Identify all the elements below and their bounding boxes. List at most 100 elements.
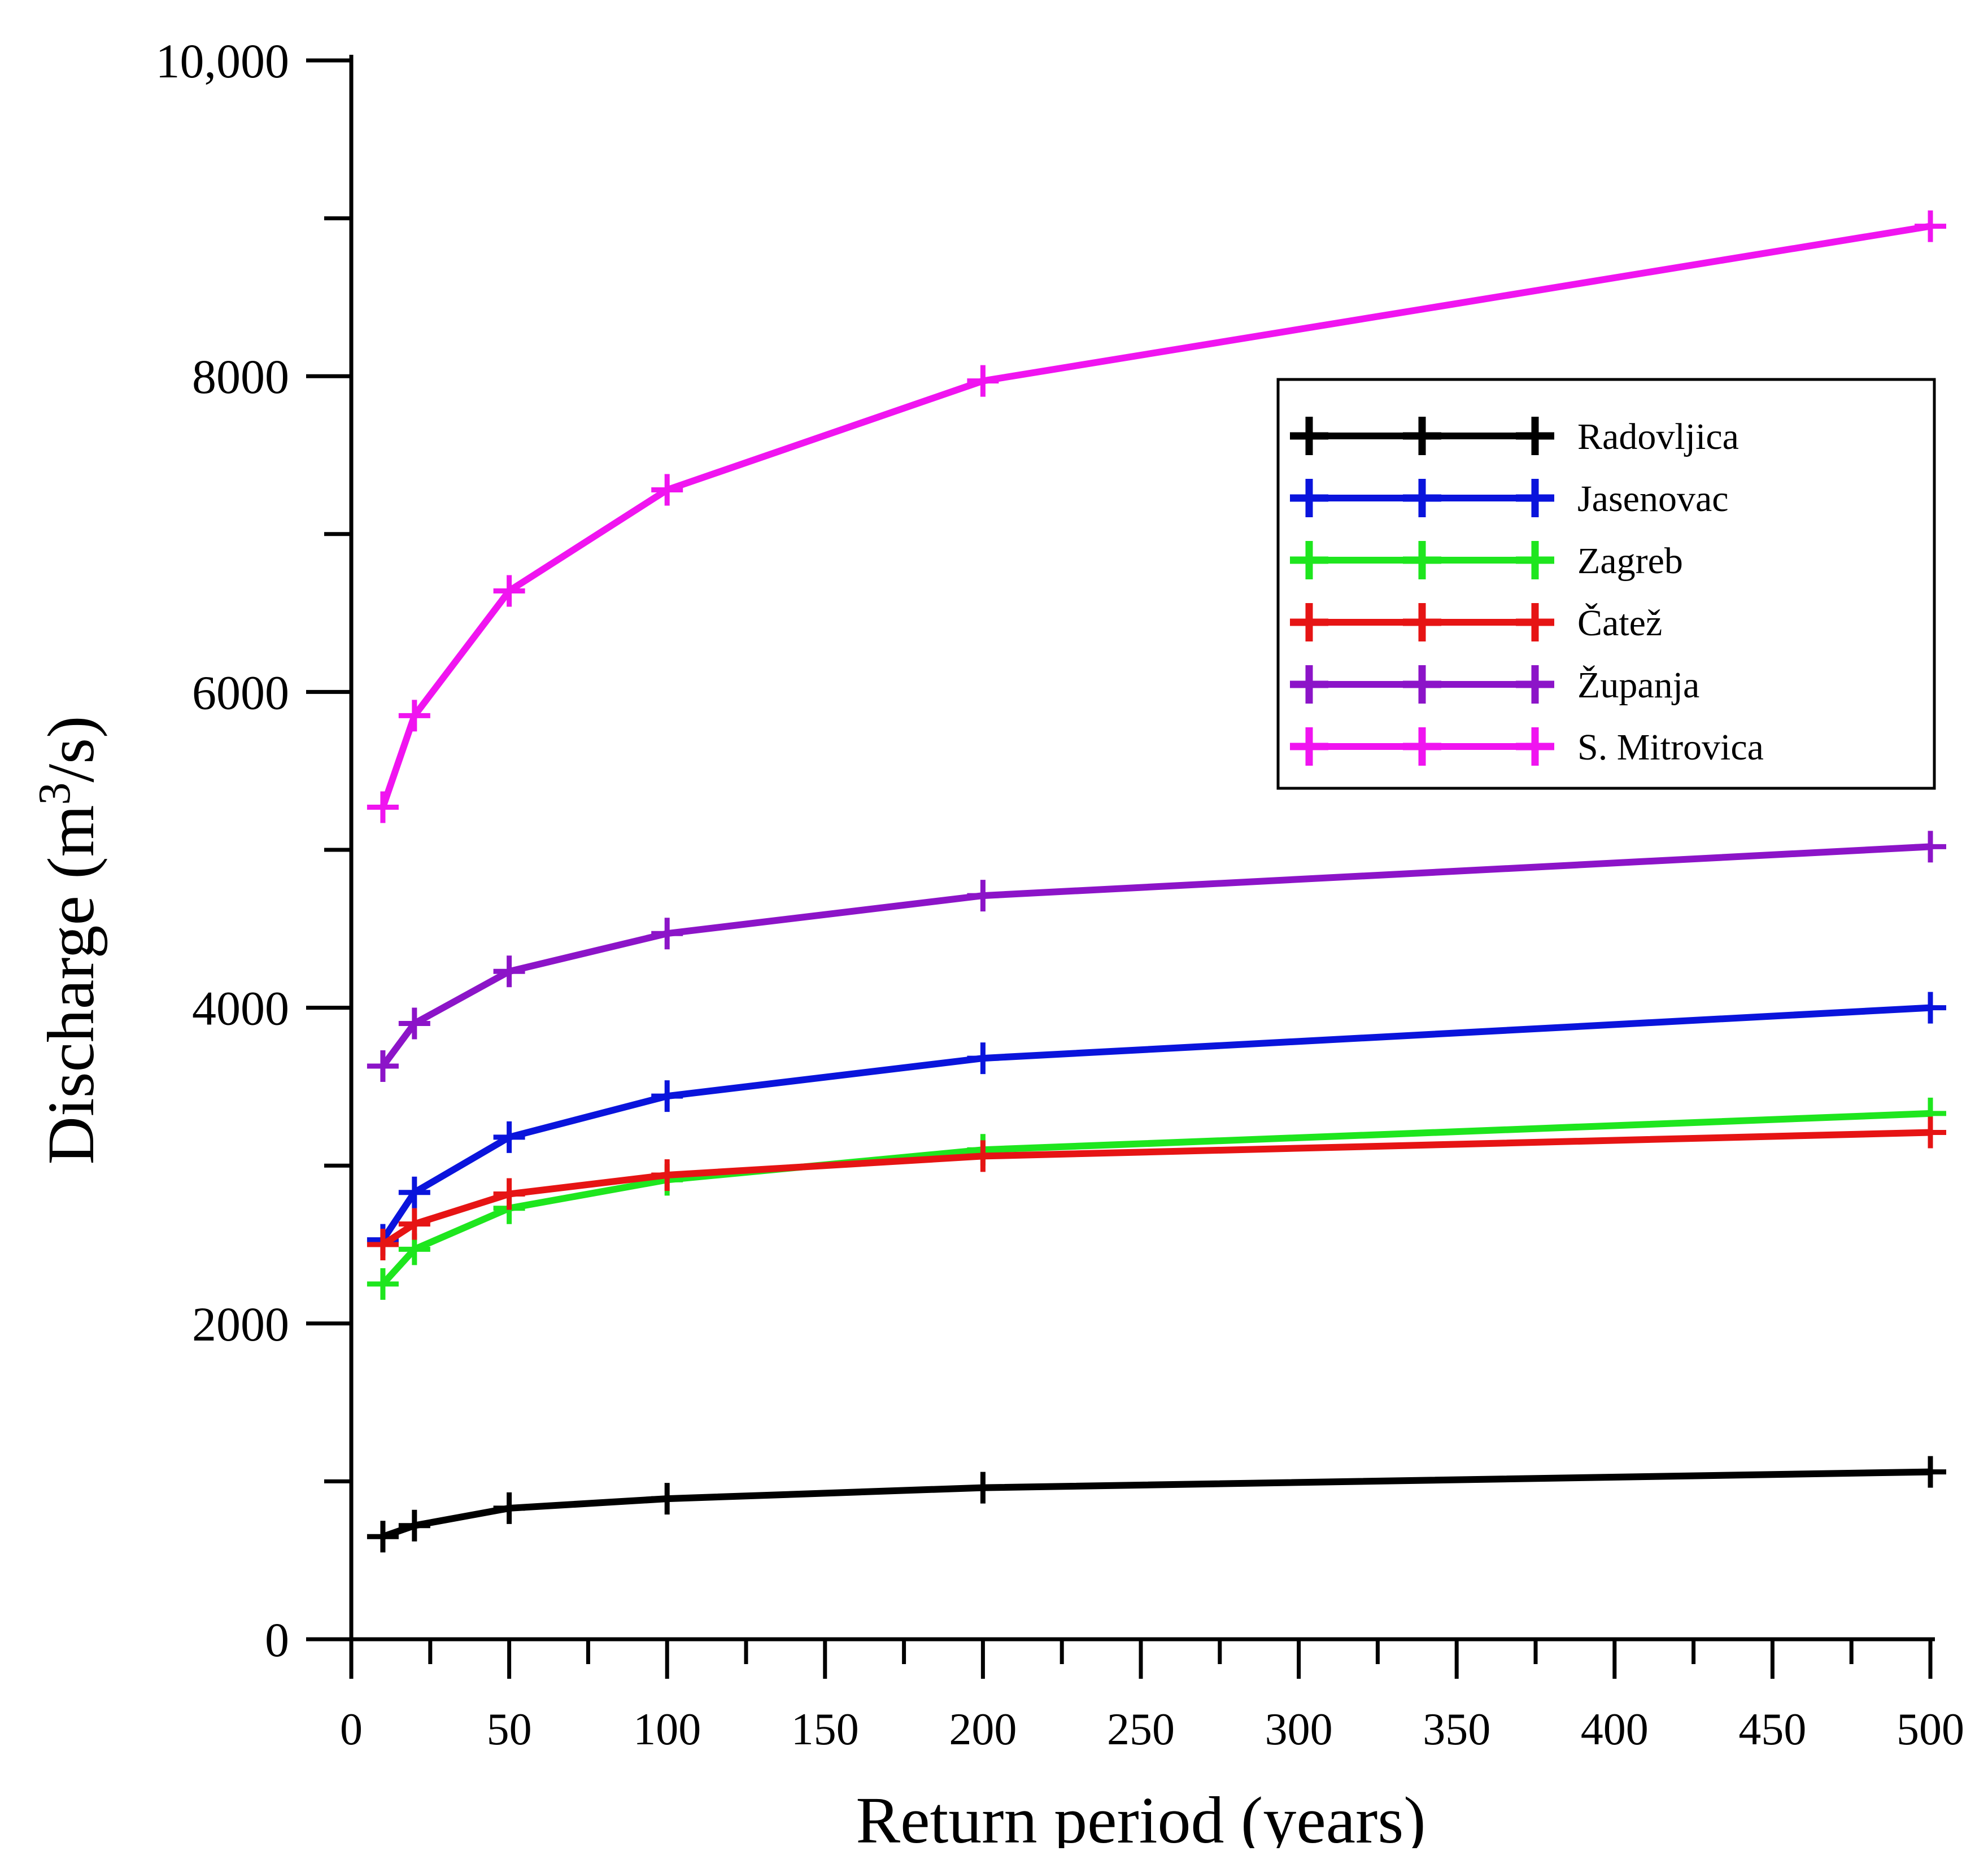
data-point-jasenovac	[398, 1176, 430, 1208]
axes	[349, 55, 1935, 1642]
legend-marker	[1403, 479, 1441, 517]
legend-label: Županja	[1577, 665, 1699, 706]
y-axis-title-main: Discharge (m	[34, 805, 108, 1165]
legend-marker	[1516, 665, 1554, 704]
x-tick-label: 100	[633, 1705, 701, 1754]
legend-marker	[1403, 541, 1441, 579]
y-axis-title-end: /s)	[34, 716, 108, 783]
series-s-mitrovica	[367, 210, 1946, 823]
legend-box	[1276, 378, 1936, 790]
legend-entry-s-mitrovica: S. Mitrovica	[1290, 727, 1764, 768]
data-point-zupanja	[1915, 831, 1946, 863]
legend-entry-catez: Čatež	[1290, 603, 1662, 644]
x-tick-label: 500	[1897, 1705, 1964, 1754]
legend-marker	[1403, 417, 1441, 455]
legend-entry-jasenovac: Jasenovac	[1290, 478, 1729, 519]
legend-marker	[1403, 665, 1441, 704]
legend-entry-radovljica: Radovljica	[1290, 416, 1739, 457]
data-point-radovljica	[398, 1509, 430, 1542]
data-point-radovljica	[1915, 1456, 1946, 1488]
data-point-zupanja	[967, 880, 999, 912]
x-tick-label: 0	[340, 1705, 363, 1754]
x-tick-label: 400	[1581, 1705, 1649, 1754]
legend-marker	[1516, 417, 1554, 455]
legend-label: Čatež	[1577, 603, 1662, 644]
legend-label: S. Mitrovica	[1577, 727, 1764, 768]
y-axis-title-superscript: 3	[30, 783, 80, 805]
data-point-jasenovac	[493, 1121, 525, 1153]
data-point-catez	[651, 1159, 683, 1191]
data-point-jasenovac	[651, 1080, 683, 1112]
x-axis-title: Return period (years)	[856, 1783, 1425, 1848]
data-point-jasenovac	[967, 1042, 999, 1075]
legend-marker	[1516, 727, 1554, 766]
series-layer	[367, 210, 1946, 1553]
x-tick-label: 350	[1423, 1705, 1490, 1754]
y-tick-label: 6000	[192, 665, 289, 719]
series-catez	[367, 1116, 1946, 1260]
y-axis-title: Discharge (m3/s)	[30, 716, 108, 1165]
legend-entry-zagreb: Zagreb	[1290, 540, 1683, 582]
y-tick-label: 8000	[192, 350, 289, 404]
data-point-s-mitrovica	[367, 791, 399, 823]
series-radovljica	[367, 1456, 1946, 1553]
y-tick-label: 2000	[192, 1297, 289, 1351]
legend-marker	[1290, 603, 1328, 641]
data-point-s-mitrovica	[967, 365, 999, 397]
legend-marker	[1290, 727, 1328, 766]
data-point-zupanja	[493, 955, 525, 988]
x-tick-label: 450	[1738, 1705, 1806, 1754]
data-point-s-mitrovica	[493, 575, 525, 607]
y-tick-label: 10,000	[156, 34, 290, 88]
legend-label: Radovljica	[1577, 416, 1739, 457]
data-point-catez	[493, 1178, 525, 1210]
data-point-catez	[367, 1229, 399, 1260]
x-tick-label: 200	[949, 1705, 1017, 1754]
series-zupanja	[367, 831, 1946, 1082]
series-line-zupanja	[379, 843, 1934, 1070]
legend: Radovljica Jasenovac Zagreb Čatež Županja S. …	[1276, 378, 1936, 790]
data-point-radovljica	[493, 1492, 525, 1524]
x-tick-label: 50	[487, 1705, 532, 1754]
series-line-jasenovac	[379, 1004, 1934, 1243]
legend-marker	[1290, 479, 1328, 517]
legend-marker	[1403, 727, 1441, 766]
series-zagreb	[367, 1097, 1946, 1300]
x-tick-label: 250	[1107, 1705, 1175, 1754]
legend-label: Zagreb	[1577, 540, 1683, 582]
legend-marker	[1290, 417, 1328, 455]
data-point-zupanja	[398, 1007, 430, 1040]
series-line-zagreb	[379, 1110, 1934, 1287]
legend-marker	[1403, 603, 1441, 641]
legend-marker	[1516, 603, 1554, 641]
x-tick-label: 300	[1265, 1705, 1333, 1754]
legend-entry-zupanja: Županja	[1290, 665, 1699, 706]
legend-marker	[1290, 541, 1328, 579]
data-point-zupanja	[367, 1050, 399, 1082]
x-tick-label: 150	[791, 1705, 859, 1754]
data-point-catez	[1915, 1116, 1946, 1149]
data-point-radovljica	[967, 1472, 999, 1504]
data-point-catez	[967, 1140, 999, 1172]
data-point-zupanja	[651, 918, 683, 950]
legend-marker	[1516, 541, 1554, 579]
legend-marker	[1290, 665, 1328, 704]
y-tick-label: 0	[265, 1613, 289, 1667]
legend-marker	[1516, 479, 1554, 517]
series-line-s-mitrovica	[379, 222, 1934, 811]
legend-label: Jasenovac	[1577, 478, 1729, 519]
data-point-s-mitrovica	[651, 474, 683, 506]
data-point-catez	[398, 1208, 430, 1240]
series-line-catez	[379, 1129, 1934, 1248]
y-tick-label: 4000	[192, 981, 289, 1036]
data-point-radovljica	[651, 1483, 683, 1515]
ticks: 0 2000 4000 6000 8000 10,000 0 50 100 150 200 250 30…	[156, 34, 1965, 1754]
data-point-radovljica	[367, 1521, 399, 1553]
data-point-s-mitrovica	[398, 700, 430, 732]
series-line-radovljica	[379, 1468, 1934, 1540]
data-point-jasenovac	[1915, 992, 1946, 1024]
data-point-zagreb	[367, 1268, 399, 1300]
data-point-s-mitrovica	[1915, 210, 1946, 242]
